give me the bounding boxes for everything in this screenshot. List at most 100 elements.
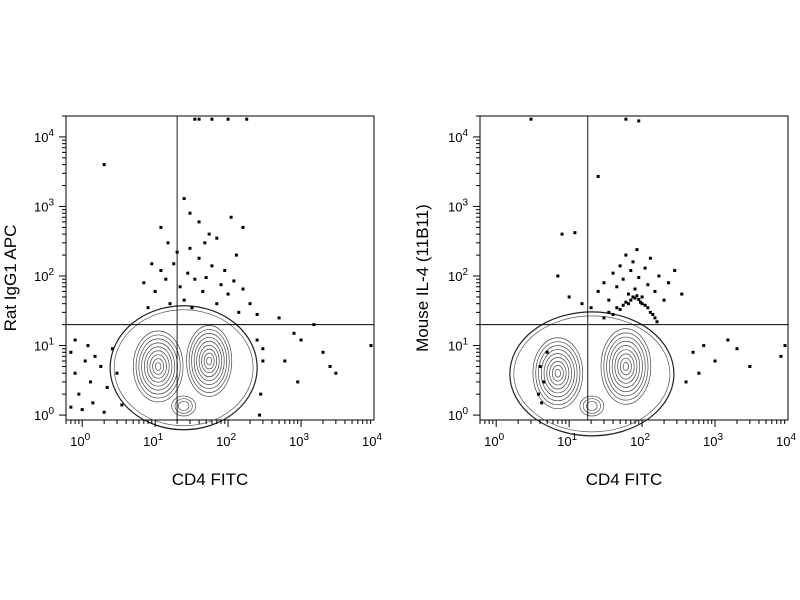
event-point bbox=[633, 296, 637, 300]
event-point bbox=[662, 298, 666, 302]
contour-level-1-5 bbox=[543, 353, 573, 394]
y-axis-label: Mouse IL-4 (11B11) bbox=[413, 204, 432, 352]
event-point bbox=[602, 281, 606, 285]
event-point bbox=[204, 276, 208, 280]
event-point bbox=[607, 310, 611, 314]
event-point bbox=[629, 298, 633, 302]
event-point bbox=[697, 371, 701, 375]
event-point bbox=[226, 117, 230, 121]
contour-level-2-5 bbox=[196, 340, 223, 382]
x-tick-label: 100 bbox=[70, 432, 90, 449]
contour-level-1-1 bbox=[554, 368, 561, 378]
event-point bbox=[255, 312, 259, 316]
contour-level-1-6 bbox=[540, 349, 575, 398]
event-point bbox=[77, 392, 81, 396]
event-point bbox=[142, 281, 146, 285]
event-point bbox=[210, 264, 214, 268]
contour-level-1-2 bbox=[551, 364, 564, 382]
x-axis-label: CD4 FITC bbox=[172, 470, 249, 489]
event-point bbox=[299, 338, 303, 342]
event-point bbox=[229, 215, 233, 219]
event-point bbox=[542, 380, 546, 384]
event-point bbox=[536, 392, 540, 396]
event-point bbox=[648, 256, 652, 260]
contour-level-1-1 bbox=[155, 362, 162, 371]
event-point bbox=[178, 285, 182, 289]
event-point bbox=[261, 359, 265, 363]
x-tick-label: 102 bbox=[216, 432, 236, 449]
event-point bbox=[102, 410, 106, 414]
x-tick-label: 100 bbox=[484, 432, 504, 449]
y-tick-label: 100 bbox=[34, 406, 54, 423]
y-tick-label: 102 bbox=[448, 267, 468, 284]
event-point bbox=[369, 344, 373, 348]
event-point bbox=[589, 306, 593, 310]
event-point bbox=[188, 246, 192, 250]
y-tick-label: 103 bbox=[34, 197, 54, 214]
event-point bbox=[735, 347, 739, 351]
x-tick-label: 102 bbox=[630, 432, 650, 449]
contour-level-1-3 bbox=[549, 361, 567, 386]
contour-level-1-7 bbox=[538, 345, 578, 402]
event-point bbox=[726, 338, 730, 342]
event-point bbox=[277, 316, 281, 320]
event-point bbox=[691, 350, 695, 354]
event-point bbox=[241, 225, 245, 229]
event-point bbox=[93, 354, 97, 358]
event-point bbox=[629, 269, 633, 273]
event-point bbox=[99, 364, 103, 368]
event-point bbox=[655, 320, 659, 324]
contour-low-1 bbox=[586, 400, 598, 412]
event-point bbox=[596, 174, 600, 178]
contour-level-2-3 bbox=[617, 353, 635, 380]
x-axis-label: CD4 FITC bbox=[586, 470, 663, 489]
event-point bbox=[164, 277, 168, 281]
event-point bbox=[232, 279, 236, 283]
event-point bbox=[779, 354, 783, 358]
contour-level-1-9 bbox=[532, 337, 584, 410]
event-point bbox=[245, 117, 249, 121]
y-axis-label: Rat IgG1 APC bbox=[1, 225, 20, 332]
x-tick-label: 101 bbox=[143, 432, 163, 449]
contour-level-1-3 bbox=[149, 354, 167, 379]
x-tick-label: 101 bbox=[557, 432, 577, 449]
contour-outer-inner bbox=[513, 315, 671, 433]
event-point bbox=[615, 306, 619, 310]
event-point bbox=[651, 312, 655, 316]
y-tick-label: 100 bbox=[448, 406, 468, 423]
event-point bbox=[201, 289, 205, 293]
event-point bbox=[120, 403, 124, 407]
contour-level-1-9 bbox=[132, 330, 184, 403]
y-tick-label: 104 bbox=[448, 128, 468, 145]
event-point bbox=[640, 295, 644, 299]
y-tick-label: 104 bbox=[34, 128, 54, 145]
event-point bbox=[635, 248, 639, 252]
event-point bbox=[259, 392, 263, 396]
event-point bbox=[188, 211, 192, 215]
event-point bbox=[556, 274, 560, 278]
contour-low-2 bbox=[174, 398, 193, 414]
contour-level-1-2 bbox=[152, 358, 165, 375]
event-point bbox=[680, 292, 684, 296]
event-point bbox=[248, 302, 252, 306]
event-point bbox=[646, 306, 650, 310]
x-tick-label: 104 bbox=[776, 432, 796, 449]
event-point bbox=[261, 347, 265, 351]
y-tick-label: 103 bbox=[448, 197, 468, 214]
contour-level-1-8 bbox=[135, 334, 181, 399]
event-point bbox=[328, 364, 332, 368]
event-point bbox=[573, 231, 577, 235]
event-point bbox=[159, 225, 163, 229]
contour-level-2-2 bbox=[203, 352, 215, 370]
x-tick-label: 103 bbox=[289, 432, 309, 449]
event-point bbox=[102, 163, 106, 167]
event-point bbox=[241, 287, 245, 291]
event-point bbox=[618, 307, 622, 311]
y-tick-label: 101 bbox=[448, 337, 468, 354]
event-point bbox=[168, 302, 172, 306]
event-point bbox=[624, 300, 628, 304]
event-point bbox=[567, 295, 571, 299]
event-point bbox=[635, 294, 639, 298]
contour-low-1 bbox=[177, 400, 190, 412]
event-point bbox=[545, 350, 549, 354]
